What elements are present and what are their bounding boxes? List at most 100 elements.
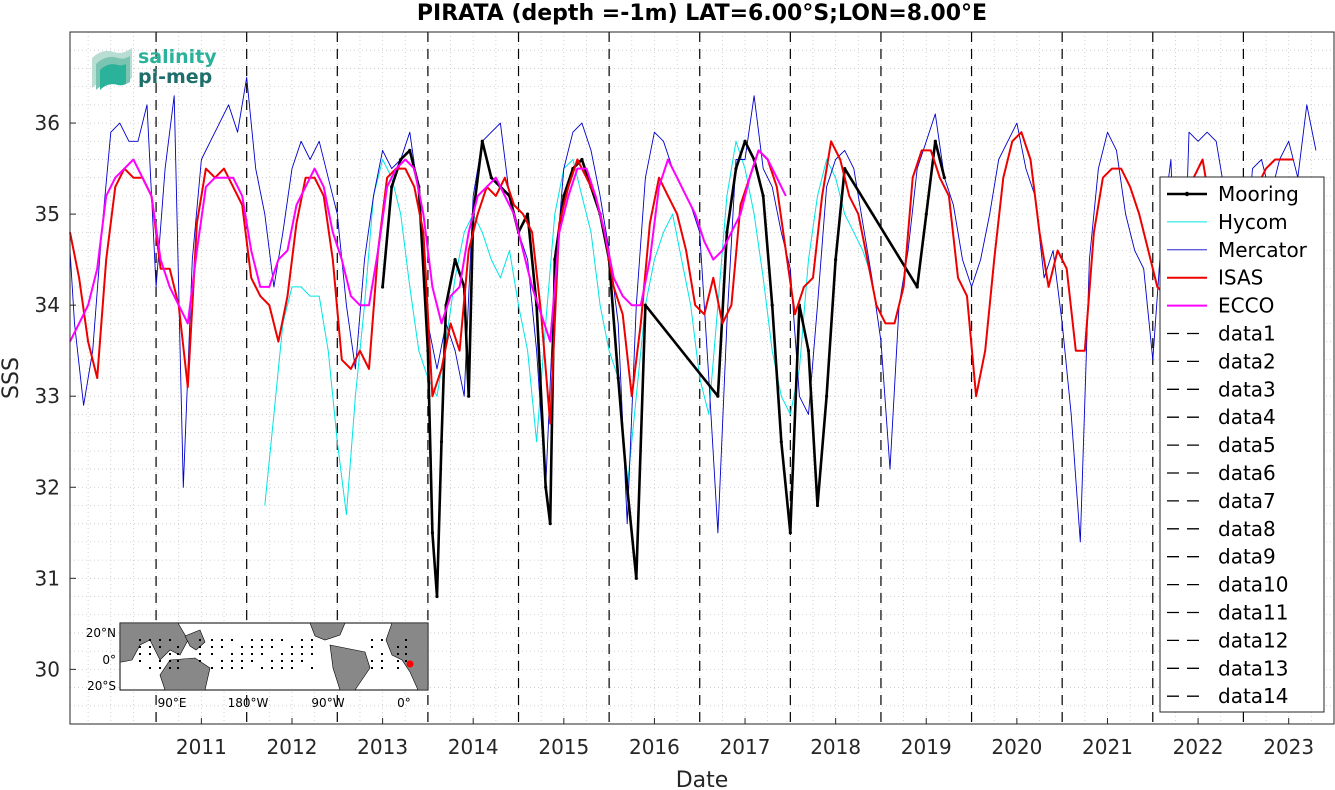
array-dot (169, 660, 171, 662)
array-dot (251, 653, 253, 655)
mooring-point (716, 394, 720, 398)
array-dot (271, 646, 273, 648)
array-dot (405, 660, 407, 662)
x-tick-label: 2021 (1082, 735, 1133, 759)
legend-label: data13 (1218, 656, 1289, 680)
location-marker (406, 660, 414, 668)
array-dot (221, 660, 223, 662)
mooring-point (770, 303, 774, 307)
array-dot (381, 639, 383, 641)
legend-label: data6 (1218, 461, 1276, 485)
mooring-point (933, 139, 937, 143)
array-dot (231, 660, 233, 662)
array-dot (211, 667, 213, 669)
mooring-point (430, 531, 435, 535)
mooring-point (815, 503, 820, 508)
array-dot (261, 646, 263, 648)
array-dot (199, 639, 201, 641)
array-dot (281, 653, 283, 655)
x-tick-label: 2013 (357, 735, 408, 759)
array-dot (199, 653, 201, 655)
mooring-point (915, 285, 919, 289)
array-dot (177, 653, 179, 655)
array-dot (211, 653, 213, 655)
legend-label: ISAS (1218, 266, 1263, 290)
array-dot (397, 660, 399, 662)
legend-label: data7 (1218, 489, 1276, 513)
x-tick-label: 2022 (1173, 735, 1224, 759)
inset-lon-label: 90°E (158, 696, 187, 710)
mooring-point (390, 185, 394, 189)
array-dot (271, 667, 273, 669)
continents (119, 622, 429, 691)
x-tick-label: 2014 (448, 735, 499, 759)
array-dot (405, 639, 407, 641)
y-tick-label: 33 (35, 384, 60, 408)
mooring-array-dots (139, 639, 407, 669)
mooring-point (562, 194, 566, 198)
array-dot (241, 653, 243, 655)
y-tick-label: 36 (35, 111, 60, 135)
series-line-isas (69, 131, 1294, 425)
array-dot (177, 660, 179, 662)
array-dot (149, 653, 151, 655)
array-dot (381, 653, 383, 655)
chart-title: PIRATA (depth =-1m) LAT=6.00°S;LON=8.00°… (417, 1, 987, 26)
mooring-point (548, 522, 552, 526)
mooring-point (843, 166, 847, 171)
legend-label: Hycom (1218, 210, 1288, 234)
legend-label: data3 (1218, 377, 1276, 401)
legend-label: data9 (1218, 545, 1276, 569)
logo-line1: salinity (138, 46, 217, 68)
array-dot (381, 667, 383, 669)
mooring-point (743, 139, 747, 143)
array-dot (139, 646, 141, 648)
mooring-point (725, 230, 729, 234)
y-axis-ticks: 30 31 32 33 34 35 36 (35, 111, 76, 681)
array-dot (261, 653, 263, 655)
array-dot (371, 639, 373, 641)
array-dot (405, 646, 407, 648)
array-dot (211, 646, 213, 648)
plot-frame (69, 31, 1335, 725)
series-line-ecco (69, 149, 787, 343)
mooring-point (788, 531, 792, 535)
array-dot (139, 653, 141, 655)
mooring-point (399, 157, 403, 162)
mooring-point (634, 576, 638, 580)
x-tick-label: 2015 (538, 735, 589, 759)
legend-label: data5 (1218, 433, 1276, 457)
array-dot (291, 646, 293, 648)
array-dot (397, 667, 399, 669)
array-dot (231, 653, 233, 655)
mooring-point (480, 139, 484, 143)
array-dot (261, 667, 263, 669)
logo-line2: pi-mep (138, 66, 212, 88)
array-dot (261, 639, 263, 641)
mooring-point (625, 485, 629, 489)
array-dot (251, 646, 253, 648)
x-tick-label: 2018 (810, 735, 861, 759)
mooring-point (544, 485, 548, 489)
x-axis-label: Date (676, 768, 729, 790)
inset-lat-label: 20°N (86, 626, 116, 640)
inset-lon-label: 180°W (228, 696, 269, 710)
mooring-point (381, 285, 385, 289)
x-tick-label: 2016 (629, 735, 680, 759)
array-dot (371, 667, 373, 669)
legend-label: data8 (1218, 517, 1276, 541)
inset-lat-label: 20°S (87, 679, 116, 693)
array-dot (159, 667, 161, 669)
array-dot (311, 646, 313, 648)
inset-lon-labels: 90°E 180°W 90°W 0° (158, 696, 411, 710)
legend-label: data1 (1218, 322, 1276, 346)
array-dot (301, 646, 303, 648)
y-tick-label: 34 (35, 293, 60, 317)
legend-label: data4 (1218, 405, 1276, 429)
array-dot (311, 653, 313, 655)
mooring-point (467, 394, 471, 398)
mooring-point (779, 440, 783, 444)
array-dot (159, 660, 161, 662)
array-dot (149, 646, 151, 648)
